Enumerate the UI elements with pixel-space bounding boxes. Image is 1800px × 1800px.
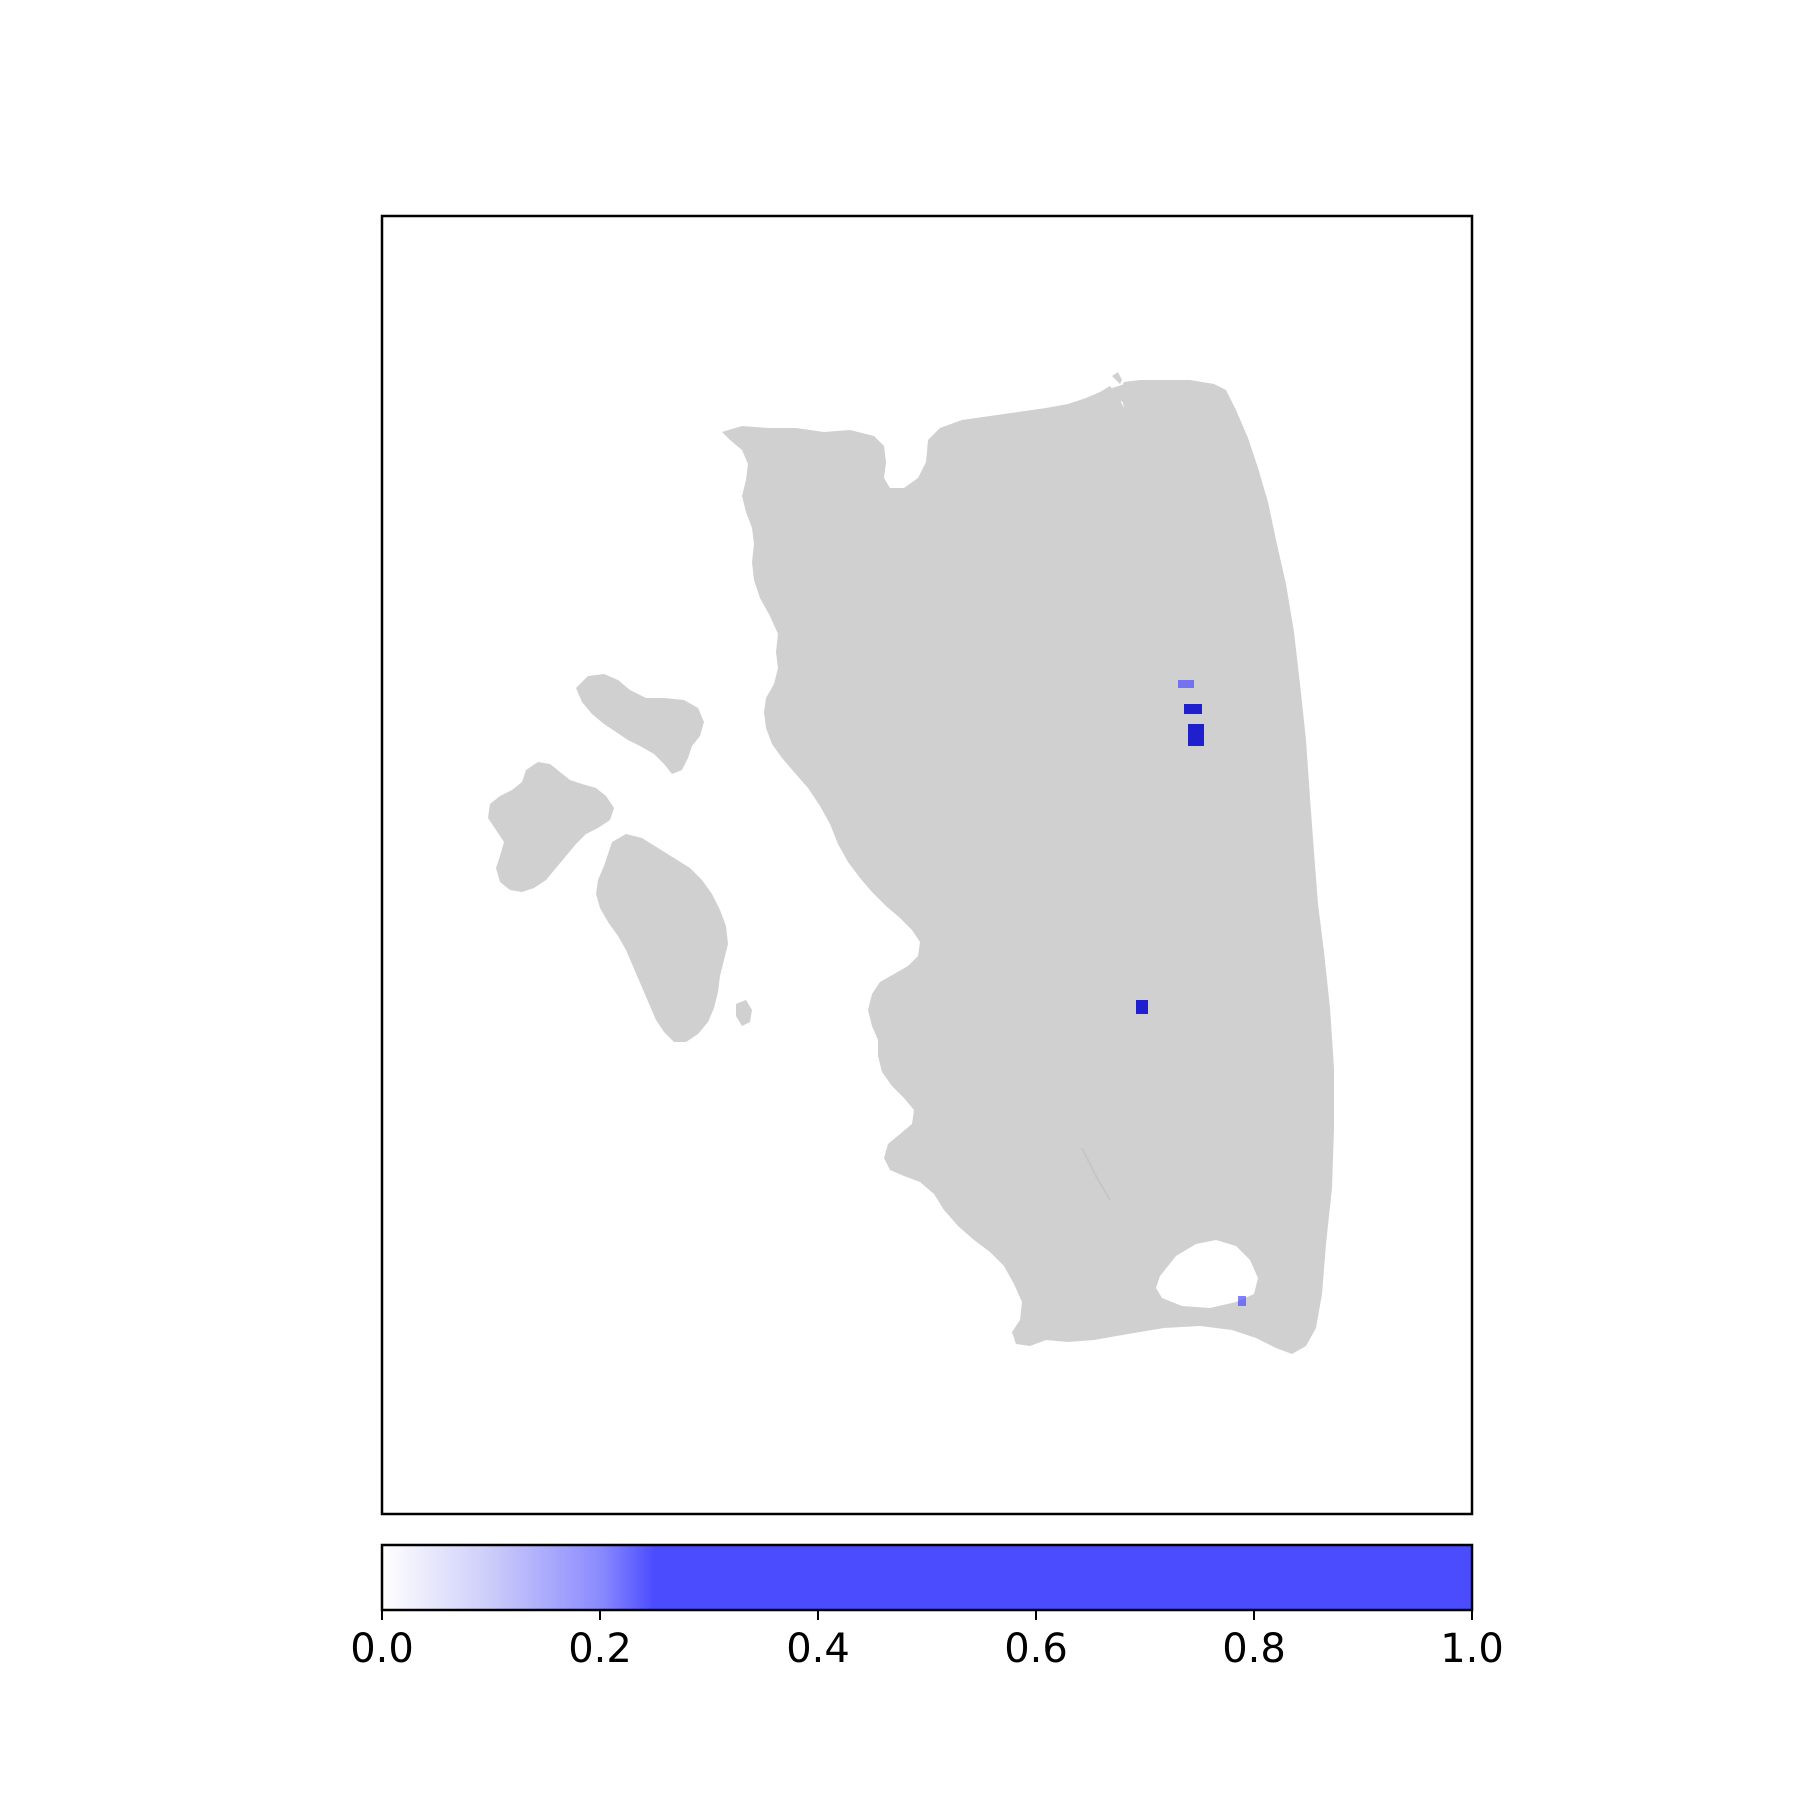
tissue-mainland-mark	[722, 380, 1334, 1354]
colorbar-ticks: 0.0 0.2 0.4 0.6 0.8 1.0	[350, 1610, 1504, 1672]
heat-highlight-patch	[1188, 724, 1204, 746]
heat-highlight-patch	[1184, 704, 1202, 714]
tissue-visible-layer	[1112, 372, 1122, 384]
tissue-drawn	[488, 380, 1334, 1354]
heat-highlight-patch	[1238, 1296, 1246, 1306]
heat-highlights	[1136, 680, 1246, 1306]
tissue-main-landmass	[1112, 372, 1122, 384]
colorbar-tick-label: 0.6	[1004, 1626, 1068, 1672]
colorbar-tick-label: 0.2	[568, 1626, 632, 1672]
colorbar-tick-label: 1.0	[1440, 1626, 1504, 1672]
colorbar-tick-label: 0.0	[350, 1626, 414, 1672]
colorbar-tick-label: 0.8	[1222, 1626, 1286, 1672]
tissue-island-mark	[488, 762, 614, 892]
tissue-island-mark	[736, 1000, 752, 1026]
colorbar	[380, 1543, 1474, 1612]
heat-highlight-patch	[1178, 680, 1194, 688]
tissue-island-mark	[576, 674, 704, 774]
heat-highlight-patch	[1136, 1000, 1148, 1014]
tissue-hole	[1156, 1240, 1258, 1308]
tissue-island-mark	[664, 906, 688, 934]
tissue-island-mark	[596, 834, 728, 1042]
colorbar-tick-label: 0.4	[786, 1626, 850, 1672]
tissue-fissure	[1081, 1147, 1111, 1201]
